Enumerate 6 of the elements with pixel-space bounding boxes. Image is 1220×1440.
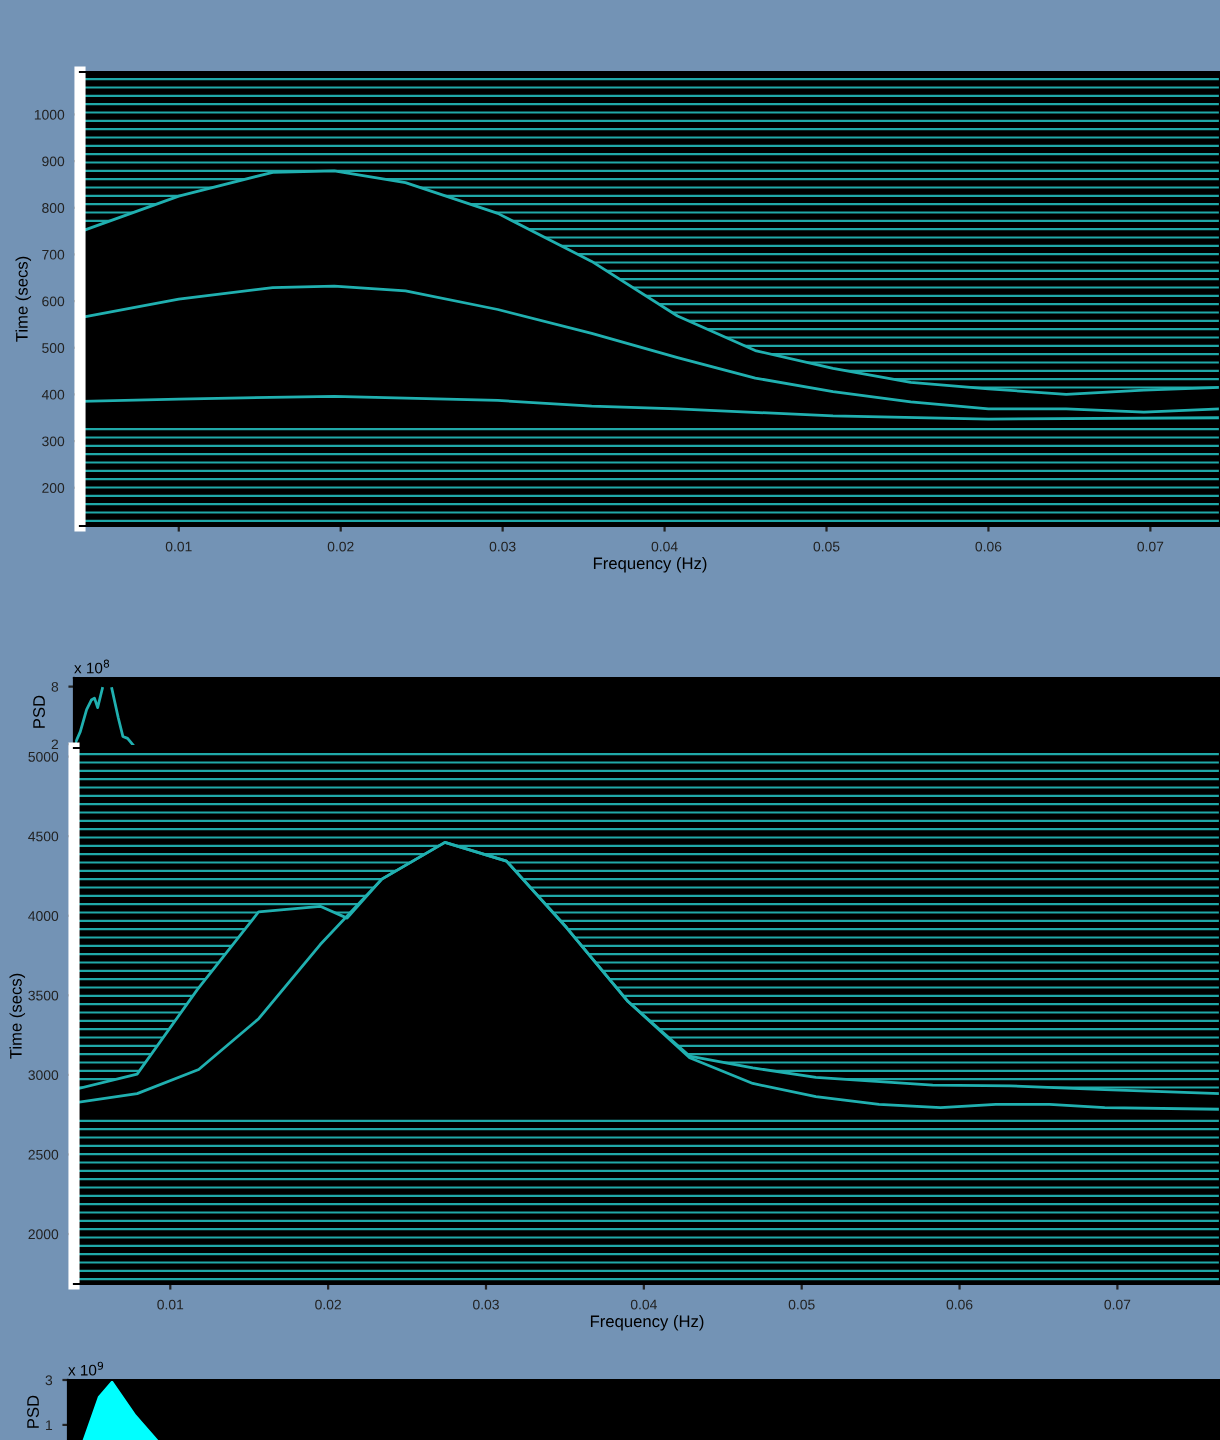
y-axis-title: Time (secs) — [15, 256, 32, 342]
x-axis-title: Frequency (Hz) — [593, 557, 707, 573]
y-axis-title: PSD — [27, 1395, 39, 1428]
y-axis-title: PSD — [33, 695, 45, 728]
x-axis-title: Frequency (Hz) — [590, 1315, 704, 1331]
y-axis-title: Time (secs) — [9, 973, 26, 1059]
